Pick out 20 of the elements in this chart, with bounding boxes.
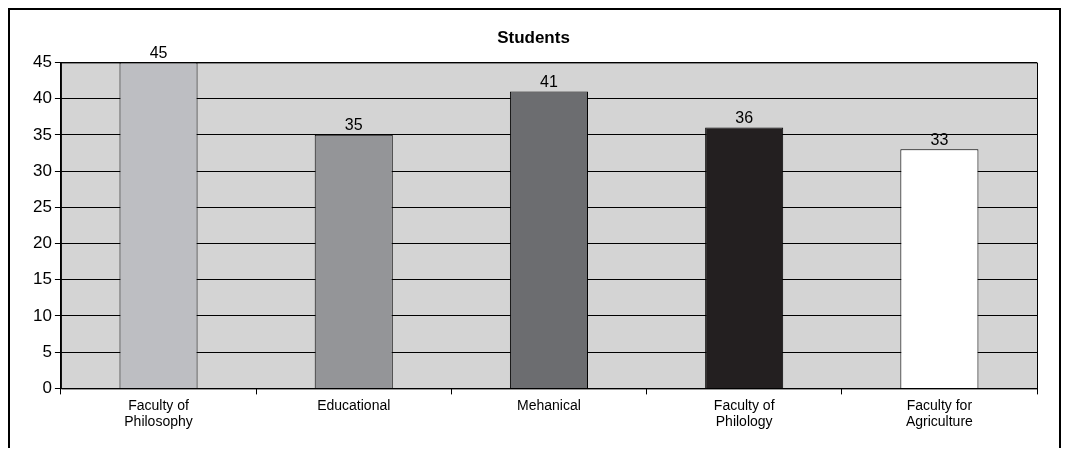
y-tick-label: 10	[32, 305, 52, 325]
y-tick-label: 40	[32, 88, 52, 108]
chart-title: Students	[497, 27, 570, 47]
data-label: 45	[149, 43, 168, 61]
y-tick-label: 25	[32, 196, 52, 216]
y-tick-label: 30	[32, 160, 52, 180]
y-tick-label: 35	[32, 124, 52, 144]
x-tick-label: Faculty for Agriculture	[905, 396, 974, 430]
x-tick-label: Faculty of Philology	[713, 396, 775, 430]
data-label: 41	[540, 72, 558, 90]
data-label: 35	[344, 116, 363, 134]
y-tick-label: 0	[42, 378, 52, 398]
y-tick-label: 45	[32, 52, 52, 72]
x-tick-label: Mehanical	[517, 396, 581, 413]
data-label: 36	[735, 109, 754, 127]
x-tick-label: Faculty of Philosophy	[124, 396, 193, 430]
y-tick-label: 5	[42, 341, 52, 361]
y-tick-label: 20	[32, 233, 52, 253]
y-tick-label: 15	[32, 269, 52, 289]
x-tick-label: Educational	[317, 396, 391, 413]
